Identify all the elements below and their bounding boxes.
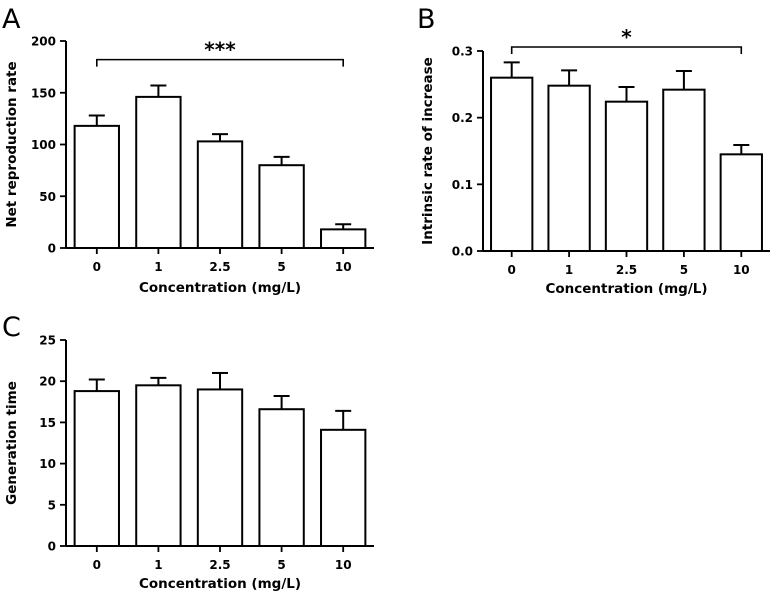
panel-c-y-tick-label: 25 bbox=[39, 334, 56, 348]
panel-a-bar bbox=[73, 124, 120, 249]
panel-a-x-tick-label: 2.5 bbox=[209, 260, 230, 274]
panel-a-bar bbox=[258, 164, 305, 249]
panel-b-x-tick-label: 0 bbox=[508, 263, 516, 277]
panel-c-x-tick-label: 2.5 bbox=[209, 558, 230, 572]
panel-c-bar bbox=[196, 388, 244, 547]
panel-c-bar bbox=[73, 390, 120, 548]
panel-b-bar bbox=[490, 76, 534, 252]
panel-a-letter: A bbox=[2, 4, 21, 35]
panel-c-bar bbox=[258, 408, 305, 547]
panel-c-y-tick-label: 10 bbox=[39, 457, 56, 471]
panel-c-y-label: Generation time bbox=[4, 381, 20, 505]
panel-c-letter: C bbox=[2, 312, 21, 343]
panel-b-y-tick-label: 0.2 bbox=[452, 111, 473, 125]
panel-c: C 0 5 10 15 20 25 0 1 2.5 5 10 Concentration (mg/L) G… bbox=[2, 312, 374, 592]
panel-b-x-tick-label: 2.5 bbox=[616, 263, 637, 277]
panel-b-letter: B bbox=[417, 4, 436, 35]
panel-b-x-tick-label: 5 bbox=[680, 263, 688, 277]
panel-c-y-tick-label: 15 bbox=[39, 416, 56, 430]
panel-c-x-tick-label: 0 bbox=[93, 558, 101, 572]
panel-a-y-label: Net reproduction rate bbox=[4, 61, 20, 227]
panel-a-x-label: Concentration (mg/L) bbox=[139, 280, 301, 296]
panel-a-significance-label: *** bbox=[204, 38, 236, 62]
panel-a-y-tick-label: 50 bbox=[39, 190, 56, 204]
panel-c-x-tick-label: 5 bbox=[277, 558, 285, 572]
panel-c-y-tick-label: 20 bbox=[39, 375, 56, 389]
panel-b-bar bbox=[604, 100, 649, 252]
panel-a-x-tick-label: 5 bbox=[277, 260, 285, 274]
panel-c-x-tick-label: 1 bbox=[154, 558, 162, 572]
panel-b-bar bbox=[662, 88, 706, 252]
panel-b-x-label: Concentration (mg/L) bbox=[545, 281, 707, 297]
panel-b: B 0.0 0.1 0.2 0.3 0 1 2.5 5 10 Concentration (mg/L… bbox=[417, 4, 770, 297]
panel-b-bar bbox=[719, 153, 763, 252]
panel-b-bar bbox=[547, 84, 591, 252]
panel-a-bar bbox=[135, 95, 182, 249]
panel-a-x-tick-label: 1 bbox=[154, 260, 162, 274]
panel-a-bar bbox=[320, 228, 367, 249]
panel-c-y-tick-label: 0 bbox=[48, 540, 56, 554]
panel-b-x-tick-label: 1 bbox=[565, 263, 573, 277]
panel-a-y-tick-label: 150 bbox=[31, 86, 56, 100]
panel-a-significance-bracket bbox=[96, 58, 344, 67]
panel-c-x-label: Concentration (mg/L) bbox=[139, 576, 301, 592]
panel-a-x-tick-label: 10 bbox=[335, 260, 352, 274]
panel-a-y-tick-label: 0 bbox=[48, 242, 56, 256]
panel-c-x-tick-label: 10 bbox=[335, 558, 352, 572]
panel-a-x-tick-label: 0 bbox=[93, 260, 101, 274]
panel-b-y-tick-label: 0.1 bbox=[452, 178, 473, 192]
panel-c-bar bbox=[320, 428, 367, 548]
panel-a: A 0 50 100 150 200 0 1 2.5 5 10 Concentration (mg/L… bbox=[2, 4, 374, 296]
panel-b-significance-label: * bbox=[621, 25, 632, 49]
panel-b-significance-bracket bbox=[510, 46, 743, 54]
panel-a-bar bbox=[196, 140, 244, 250]
panel-c-bar bbox=[135, 384, 182, 547]
panel-a-y-tick-label: 100 bbox=[31, 138, 56, 152]
panel-b-y-tick-label: 0.0 bbox=[452, 245, 473, 259]
panel-b-y-label: Intrinsic rate of increase bbox=[420, 57, 436, 245]
panel-c-y-tick-label: 5 bbox=[48, 498, 56, 512]
panel-b-y-tick-label: 0.3 bbox=[452, 45, 473, 59]
panel-a-y-tick-label: 200 bbox=[31, 35, 56, 49]
panel-b-x-tick-label: 10 bbox=[733, 263, 750, 277]
